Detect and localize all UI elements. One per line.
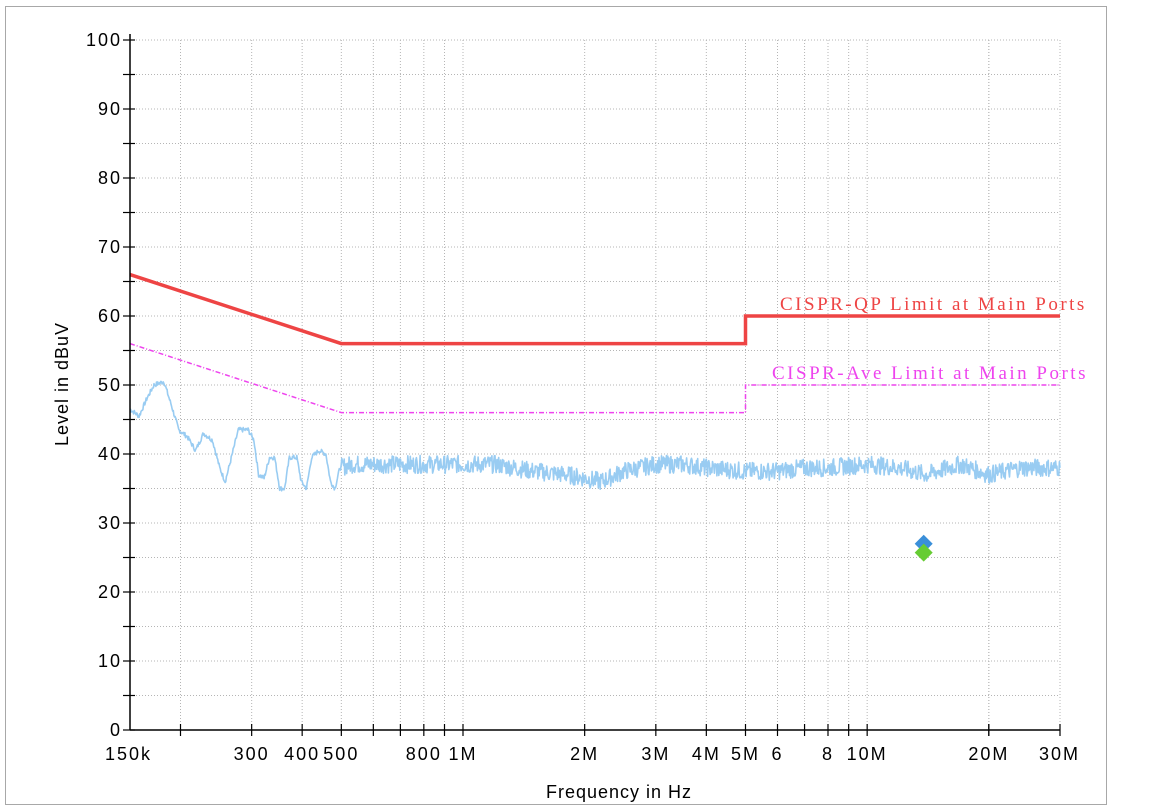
y-tick-label: 50 bbox=[98, 375, 122, 395]
y-axis-title: Level in dBuV bbox=[52, 322, 72, 446]
series-layer bbox=[129, 272, 1061, 562]
x-tick-label: 1M bbox=[448, 744, 477, 764]
grid bbox=[130, 39, 1061, 730]
x-tick-label: 10M bbox=[847, 744, 888, 764]
y-tick-label: 100 bbox=[86, 30, 122, 50]
x-tick-label: 4M bbox=[692, 744, 721, 764]
x-tick-label: 400 bbox=[284, 744, 320, 764]
labels: 0 10 20 30 40 50 60 70 80 90 100 150k 300 400 500 800 1M… bbox=[86, 30, 1088, 764]
y-tick-label: 0 bbox=[110, 720, 122, 740]
x-tick-label: 30M bbox=[1039, 744, 1080, 764]
x-tick-label: 800 bbox=[406, 744, 442, 764]
axes bbox=[123, 34, 1061, 736]
y-tick-label: 30 bbox=[98, 513, 122, 533]
y-tick-label: 70 bbox=[98, 237, 122, 257]
y-tick-label: 90 bbox=[98, 99, 122, 119]
x-tick-label: 2M bbox=[570, 744, 599, 764]
y-tick-label: 40 bbox=[98, 444, 122, 464]
qp-limit-line bbox=[129, 272, 1060, 346]
x-tick-label: 20M bbox=[968, 744, 1009, 764]
ave-limit-label: CISPR-Ave Limit at Main Ports bbox=[772, 363, 1088, 384]
marker-avg bbox=[914, 543, 933, 562]
x-tick-label: 5M bbox=[731, 744, 760, 764]
x-axis-title: Frequency in Hz bbox=[546, 782, 692, 802]
y-tick-label: 20 bbox=[98, 582, 122, 602]
x-tick-label: 150k bbox=[105, 744, 152, 764]
x-tick-label: 6 bbox=[771, 744, 783, 764]
x-tick-label: 500 bbox=[323, 744, 359, 764]
y-tick-label: 10 bbox=[98, 651, 122, 671]
x-tick-label: 8 bbox=[822, 744, 834, 764]
qp-limit-label: CISPR-QP Limit at Main Ports bbox=[780, 294, 1087, 315]
y-tick-label: 80 bbox=[98, 168, 122, 188]
y-tick-label: 60 bbox=[98, 306, 122, 326]
chart-frame bbox=[5, 6, 1107, 805]
x-tick-label: 3M bbox=[641, 744, 670, 764]
measured-trace bbox=[129, 380, 1061, 492]
x-tick-label: 300 bbox=[234, 744, 270, 764]
